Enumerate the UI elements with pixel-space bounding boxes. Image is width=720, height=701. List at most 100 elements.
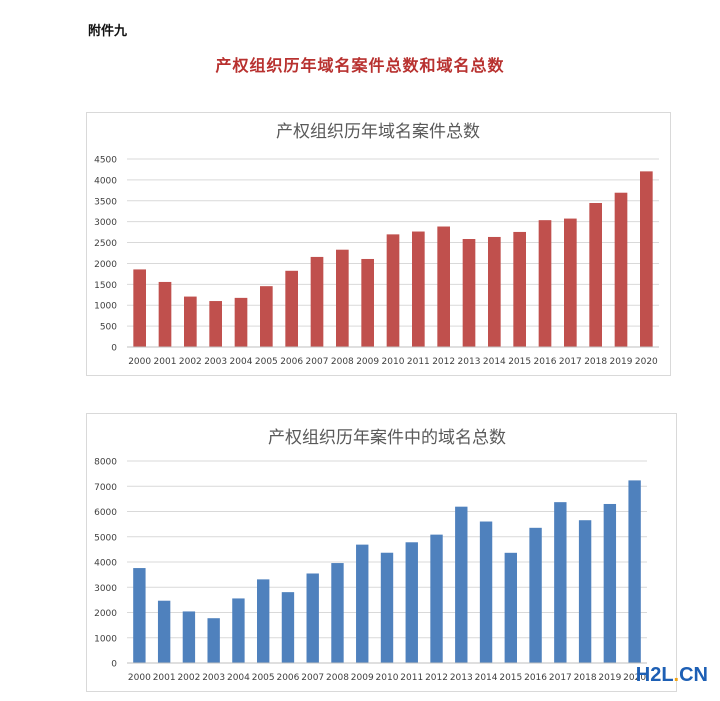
y-tick-label: 2000 xyxy=(94,260,117,270)
y-tick-label: 1000 xyxy=(94,634,117,644)
y-tick-label: 1000 xyxy=(94,302,117,312)
bar xyxy=(564,218,577,347)
bar xyxy=(331,563,344,663)
x-tick-label: 2020 xyxy=(635,357,658,367)
x-tick-label: 2000 xyxy=(128,673,151,683)
page-title: 产权组织历年域名案件总数和域名总数 xyxy=(215,56,505,75)
x-tick-label: 2004 xyxy=(230,357,253,367)
x-tick-label: 2014 xyxy=(483,357,506,367)
y-tick-label: 3500 xyxy=(94,197,117,207)
x-tick-label: 2009 xyxy=(356,357,379,367)
bar-chart-svg: 产权组织历年域名案件总数 0 500 1000 1500 2000 2500 3000 3500… xyxy=(94,122,659,367)
x-tick-label: 2017 xyxy=(549,673,572,683)
x-tick-label: 2006 xyxy=(276,673,299,683)
y-tick-label: 4000 xyxy=(94,176,117,186)
bar xyxy=(306,573,319,663)
bar xyxy=(479,521,493,663)
bar xyxy=(437,226,450,347)
x-tick-label: 2006 xyxy=(280,357,303,367)
bar xyxy=(380,552,394,663)
watermark-dot: . xyxy=(673,664,680,686)
bar xyxy=(361,258,374,347)
x-tick-label: 2018 xyxy=(574,673,597,683)
bar xyxy=(157,600,171,663)
x-tick-label: 2015 xyxy=(508,357,531,367)
y-tick-label: 4000 xyxy=(94,559,117,569)
bar xyxy=(529,527,542,663)
y-tick-label: 500 xyxy=(100,323,117,333)
bar xyxy=(589,202,602,347)
bar xyxy=(554,502,567,663)
x-tick-label: 2015 xyxy=(499,673,522,683)
y-tick-label: 8000 xyxy=(94,458,117,468)
x-tick-label: 2016 xyxy=(524,673,547,683)
x-tick-label: 2009 xyxy=(351,673,374,683)
x-tick-label: 2002 xyxy=(179,357,202,367)
bar xyxy=(207,618,220,663)
watermark-logo: H2L.CN xyxy=(636,664,708,687)
bar xyxy=(462,239,476,347)
x-tick-label: 2014 xyxy=(475,673,498,683)
bar-chart-svg: 产权组织历年案件中的域名总数 0 1000 2000 3000 4000 5000 6000 7… xyxy=(94,428,647,683)
bar xyxy=(158,281,172,347)
bar xyxy=(336,249,349,347)
bar xyxy=(232,598,245,663)
y-tick-label: 7000 xyxy=(94,483,117,493)
bar xyxy=(386,234,400,347)
chart-domain-totals: 产权组织历年案件中的域名总数 0 1000 2000 3000 4000 5000 6000 7… xyxy=(86,413,677,692)
x-tick-label: 2001 xyxy=(154,357,177,367)
bar xyxy=(538,220,552,347)
x-tick-label: 2003 xyxy=(202,673,225,683)
x-tick-label: 2010 xyxy=(382,357,405,367)
x-tick-label: 2017 xyxy=(559,357,582,367)
y-tick-label: 4500 xyxy=(94,156,117,166)
bar xyxy=(504,552,517,663)
bar xyxy=(182,611,196,663)
watermark-part: CN xyxy=(679,664,708,686)
bar xyxy=(614,192,628,347)
y-tick-label: 1500 xyxy=(94,281,117,291)
bar xyxy=(603,503,617,663)
attachment-label: 附件九 xyxy=(88,24,128,39)
chart-case-totals: 产权组织历年域名案件总数 0 500 1000 1500 2000 2500 3000 3500… xyxy=(86,112,671,376)
bar xyxy=(640,171,653,347)
y-tick-label: 6000 xyxy=(94,508,117,518)
bar xyxy=(234,297,248,347)
x-tick-label: 2012 xyxy=(432,357,455,367)
bar xyxy=(455,506,468,663)
x-tick-label: 2003 xyxy=(204,357,227,367)
x-tick-label: 2011 xyxy=(407,357,430,367)
bar xyxy=(405,542,418,663)
chart-title: 产权组织历年案件中的域名总数 xyxy=(268,428,506,448)
x-tick-label: 2005 xyxy=(252,673,275,683)
x-tick-label: 2005 xyxy=(255,357,278,367)
x-tick-label: 2019 xyxy=(610,357,633,367)
y-tick-label: 0 xyxy=(111,660,117,670)
x-tick-label: 2013 xyxy=(458,357,481,367)
bar xyxy=(578,520,592,663)
y-tick-label: 3000 xyxy=(94,584,117,594)
x-tick-label: 2001 xyxy=(153,673,176,683)
y-tick-label: 2000 xyxy=(94,609,117,619)
bar xyxy=(488,236,501,347)
x-tick-label: 2008 xyxy=(331,357,354,367)
x-tick-label: 2010 xyxy=(376,673,399,683)
bar xyxy=(513,231,526,347)
bar xyxy=(281,592,295,663)
bar xyxy=(260,286,273,347)
bar xyxy=(356,544,369,663)
bar xyxy=(430,534,443,663)
x-tick-label: 2007 xyxy=(306,357,329,367)
x-tick-label: 2016 xyxy=(534,357,557,367)
y-tick-label: 5000 xyxy=(94,533,117,543)
x-tick-label: 2000 xyxy=(128,357,151,367)
y-tick-label: 3000 xyxy=(94,218,117,228)
bar xyxy=(628,480,641,663)
x-tick-label: 2019 xyxy=(598,673,621,683)
watermark-part: H2L xyxy=(635,664,674,686)
bar xyxy=(257,579,270,663)
bar xyxy=(310,256,324,347)
bar xyxy=(184,296,197,347)
bar xyxy=(412,231,425,347)
x-tick-label: 2018 xyxy=(584,357,607,367)
